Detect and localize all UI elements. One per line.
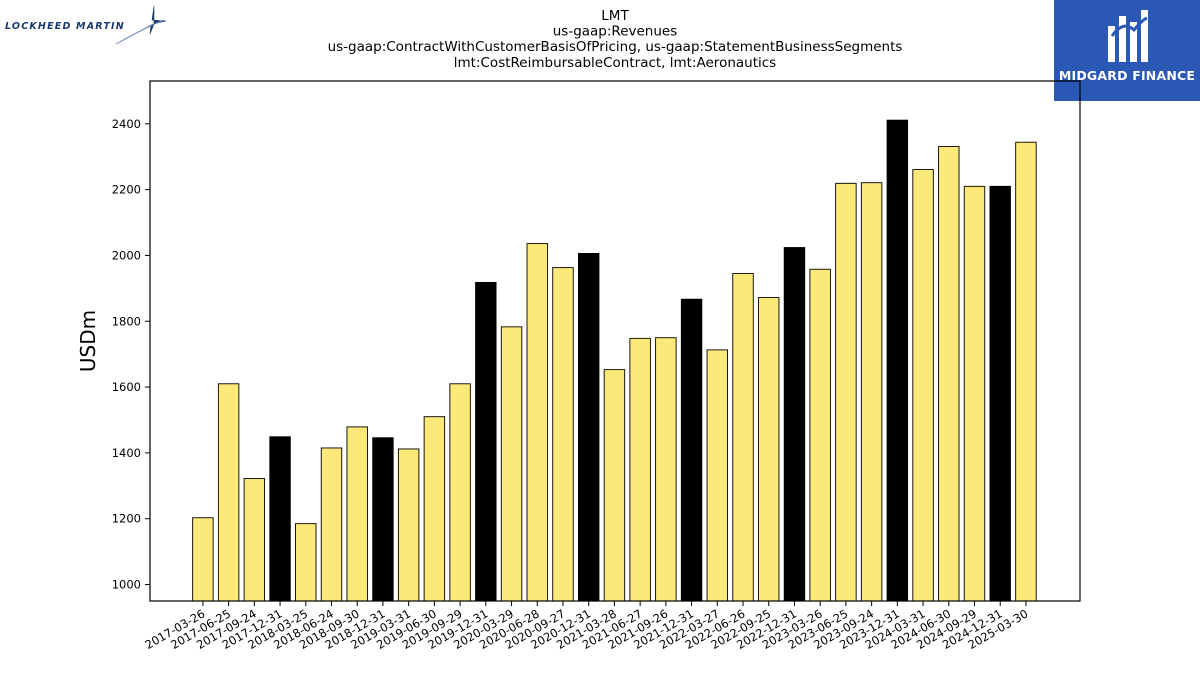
bar-2022-09-25 <box>758 297 780 602</box>
chart-title-line: LMT <box>601 8 629 24</box>
bar-2022-03-27 <box>706 349 728 602</box>
bar-2024-09-29 <box>963 185 986 602</box>
swoosh-icon <box>115 19 165 45</box>
bar-2020-03-29 <box>500 326 523 602</box>
bar-2017-06-25 <box>217 383 240 602</box>
bar-2019-06-30 <box>423 416 446 602</box>
bar-2021-12-31 <box>680 298 703 602</box>
chart-title-line: us-gaap:Revenues <box>553 24 678 40</box>
y-tick-label: 1400 <box>112 446 141 460</box>
y-axis: 1000 1200 1400 1600 1800 2000 2200 2400 <box>112 117 150 592</box>
bars <box>192 119 1037 602</box>
lockheed-martin-logo: LOCKHEED MARTIN <box>5 5 167 45</box>
bar-2023-12-31 <box>886 119 909 602</box>
bar-2021-03-28 <box>603 369 626 602</box>
bar-2019-03-31 <box>397 448 420 602</box>
bar-2017-03-26 <box>192 517 214 602</box>
chart-title: LMTus-gaap:Revenuesus-gaap:ContractWithC… <box>328 8 903 71</box>
bar-2017-09-24 <box>243 478 266 602</box>
bar-2022-12-31 <box>783 247 806 602</box>
bar-2022-06-26 <box>732 273 754 602</box>
bar-2024-06-30 <box>938 146 960 602</box>
bar-2020-06-28 <box>526 243 548 602</box>
chart-title-line: lmt:CostReimbursableContract, lmt:Aerona… <box>454 55 776 71</box>
bar-2021-09-26 <box>655 337 677 602</box>
bar-2018-03-25 <box>295 523 317 602</box>
y-tick-label: 2400 <box>112 117 141 131</box>
bar-2018-06-24 <box>320 447 343 602</box>
bar-2019-09-29 <box>449 383 471 602</box>
midgard-m-icon <box>1108 10 1148 62</box>
bar-2023-09-24 <box>860 182 883 602</box>
y-tick-label: 1200 <box>112 512 141 526</box>
bar-2024-03-31 <box>912 169 934 602</box>
y-tick-label: 1800 <box>112 314 141 328</box>
y-axis-label: USDm <box>76 310 100 372</box>
y-tick-label: 1600 <box>112 380 141 394</box>
x-axis: 2017-03-262017-06-252017-09-242017-12-31… <box>143 601 1030 652</box>
bar-2017-12-31 <box>269 436 291 602</box>
bar-2020-09-27 <box>552 267 574 602</box>
bar-2024-12-31 <box>989 185 1011 602</box>
bar-2025-03-30 <box>1015 141 1037 602</box>
y-tick-label: 2000 <box>112 248 141 262</box>
midgard-finance-logo: MIDGARD FINANCE <box>1054 0 1200 101</box>
plot-frame <box>149 80 1081 602</box>
bar-2018-12-31 <box>372 437 394 602</box>
y-tick-label: 2200 <box>112 183 141 197</box>
y-tick-label: 1000 <box>112 578 141 592</box>
bar-2019-12-31 <box>475 281 497 602</box>
bar-2018-09-30 <box>346 426 368 602</box>
bar-2023-06-25 <box>835 182 857 602</box>
chart-title-line: us-gaap:ContractWithCustomerBasisOfPrici… <box>328 39 903 55</box>
lockheed-martin-logo-text: LOCKHEED MARTIN <box>5 21 125 32</box>
bar-2023-03-26 <box>809 268 831 602</box>
bar-2021-06-27 <box>629 337 651 602</box>
midgard-finance-logo-text: MIDGARD FINANCE <box>1058 68 1196 83</box>
bar-2020-12-31 <box>578 253 600 602</box>
